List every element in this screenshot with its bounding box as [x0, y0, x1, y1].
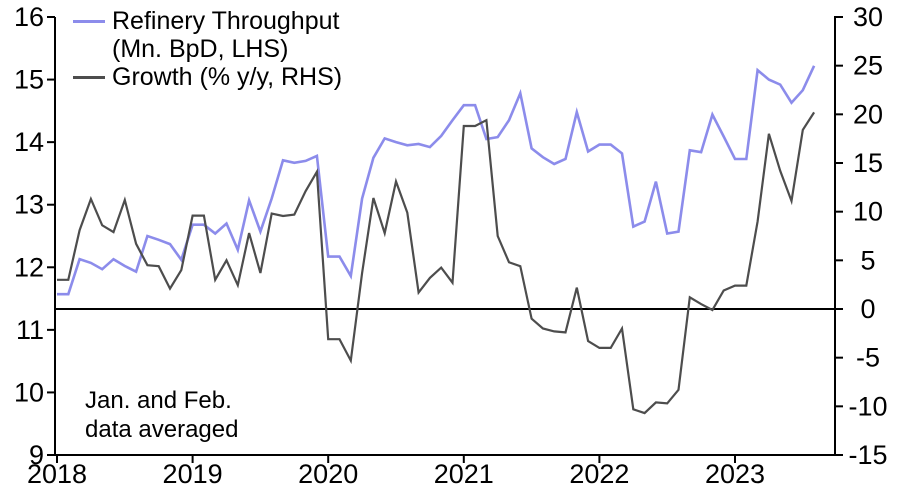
right-axis-label: -10: [848, 391, 887, 421]
legend-indent-spacer: [73, 48, 105, 51]
right-axis-label: 15: [853, 148, 883, 178]
right-axis-label: 0: [860, 294, 875, 324]
legend-label-throughput-units: (Mn. BpD, LHS): [112, 35, 289, 63]
left-axis-label: 15: [14, 65, 44, 95]
left-axis-label: 9: [29, 440, 44, 470]
annotation-line-1: Jan. and Feb.: [85, 387, 232, 414]
left-axis-label: 16: [14, 2, 44, 32]
right-axis-label: 20: [853, 99, 883, 129]
left-axis-label: 12: [14, 252, 44, 282]
left-axis-label: 14: [14, 127, 44, 157]
chart-legend: Refinery Throughput (Mn. BpD, LHS) Growt…: [73, 7, 342, 91]
right-axis-label: 30: [853, 2, 883, 32]
growth-line: [57, 111, 816, 415]
x-axis-label: 2023: [705, 459, 765, 489]
right-axis-label: 10: [853, 197, 883, 227]
x-axis-label: 2020: [298, 459, 358, 489]
legend-item-throughput: Refinery Throughput: [73, 7, 342, 35]
legend-label-throughput: Refinery Throughput: [112, 7, 340, 35]
throughput-line: [57, 65, 816, 296]
x-axis-label: 2019: [163, 459, 223, 489]
throughput-line-swatch: [73, 19, 105, 23]
legend-label-growth: Growth (% y/y, RHS): [112, 63, 343, 91]
left-axis-label: 13: [14, 190, 44, 220]
right-axis-label: -5: [856, 343, 880, 373]
left-axis-label: 10: [14, 377, 44, 407]
right-axis-label: -15: [848, 440, 887, 470]
chart-annotation: Jan. and Feb. data averaged: [85, 386, 238, 444]
growth-line-swatch: [73, 75, 105, 79]
right-axis-label: 5: [860, 245, 875, 275]
x-axis-label: 2018: [27, 459, 87, 489]
left-axis-label: 11: [16, 315, 44, 345]
x-axis-label: 2021: [434, 459, 494, 489]
x-axis-label: 2022: [569, 459, 629, 489]
legend-item-growth: Growth (% y/y, RHS): [73, 63, 342, 91]
legend-item-throughput-units: (Mn. BpD, LHS): [73, 35, 342, 63]
right-axis-label: 25: [853, 51, 883, 81]
annotation-line-2: data averaged: [85, 416, 239, 443]
